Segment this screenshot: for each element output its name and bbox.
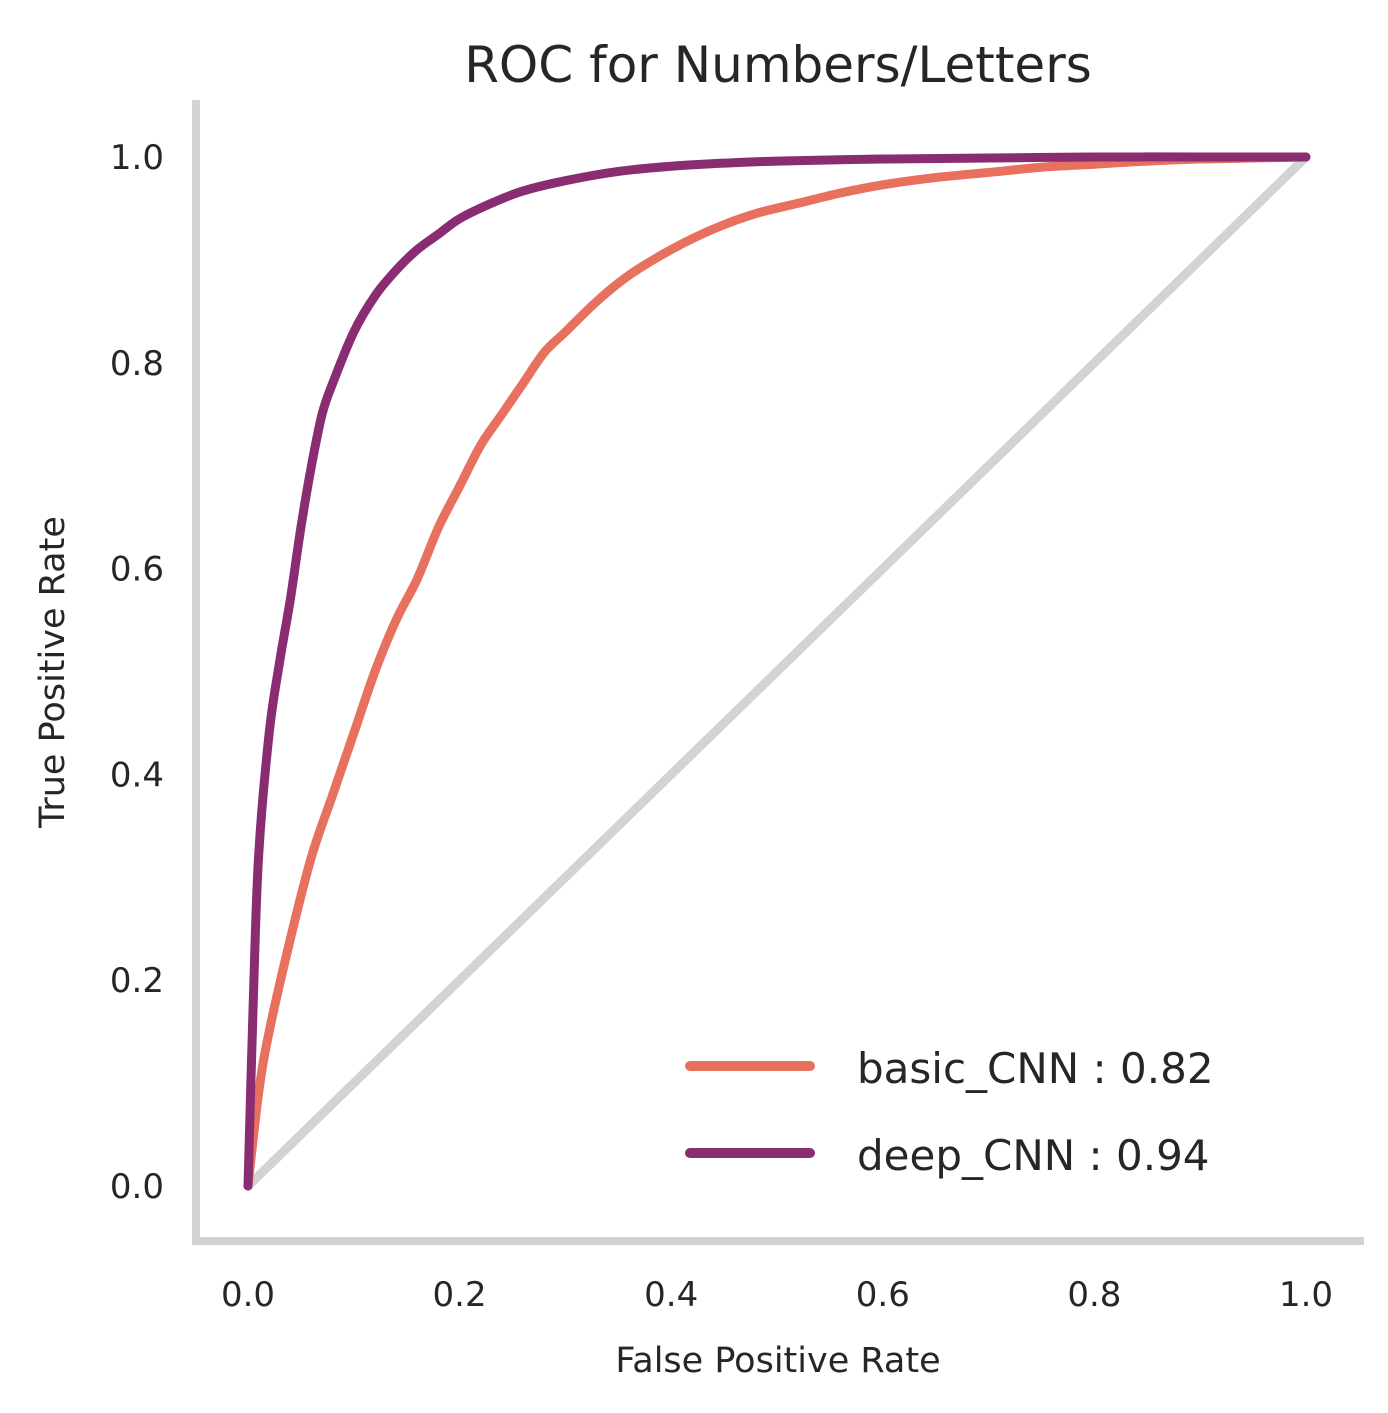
y-tick-label: 0.0 <box>110 1167 164 1207</box>
x-tick-label: 0.0 <box>221 1275 275 1315</box>
axes <box>192 100 1364 1245</box>
x-tick-label: 0.8 <box>1067 1275 1121 1315</box>
x-tick-labels: 0.0 0.2 0.4 0.6 0.8 1.0 <box>221 1275 1333 1315</box>
series-line-basic-cnn <box>243 152 1311 1191</box>
chart-title: ROC for Numbers/Letters <box>464 36 1092 94</box>
x-tick-label: 0.2 <box>433 1275 487 1315</box>
y-tick-label: 1.0 <box>110 138 164 178</box>
x-tick-label: 1.0 <box>1279 1275 1333 1315</box>
x-axis-label: False Positive Rate <box>615 1341 940 1381</box>
legend-label-deep-cnn: deep_CNN : 0.94 <box>857 1131 1210 1180</box>
y-axis-label: True Positive Rate <box>33 516 73 829</box>
y-tick-label: 0.8 <box>110 344 164 384</box>
y-tick-label: 0.2 <box>110 961 164 1001</box>
chance-diagonal-line <box>243 152 1311 1191</box>
legend-label-basic-cnn: basic_CNN : 0.82 <box>857 1044 1214 1093</box>
series-lines <box>243 152 1311 1191</box>
x-tick-label: 0.4 <box>644 1275 698 1315</box>
x-tick-label: 0.6 <box>856 1275 910 1315</box>
y-tick-labels: 0.0 0.2 0.4 0.6 0.8 1.0 <box>110 138 164 1207</box>
y-tick-label: 0.6 <box>110 550 164 590</box>
legend: basic_CNN : 0.82 deep_CNN : 0.94 <box>685 1044 1214 1180</box>
y-tick-label: 0.4 <box>110 755 164 795</box>
series-line-deep-cnn <box>243 152 1311 1191</box>
